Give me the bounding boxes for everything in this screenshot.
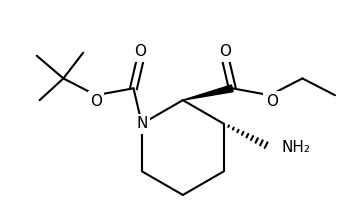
- Text: N: N: [136, 116, 147, 131]
- Text: O: O: [90, 94, 102, 109]
- Text: O: O: [266, 94, 278, 109]
- Text: O: O: [134, 44, 146, 59]
- Text: NH₂: NH₂: [282, 140, 311, 155]
- Text: O: O: [219, 44, 231, 59]
- Polygon shape: [183, 85, 233, 100]
